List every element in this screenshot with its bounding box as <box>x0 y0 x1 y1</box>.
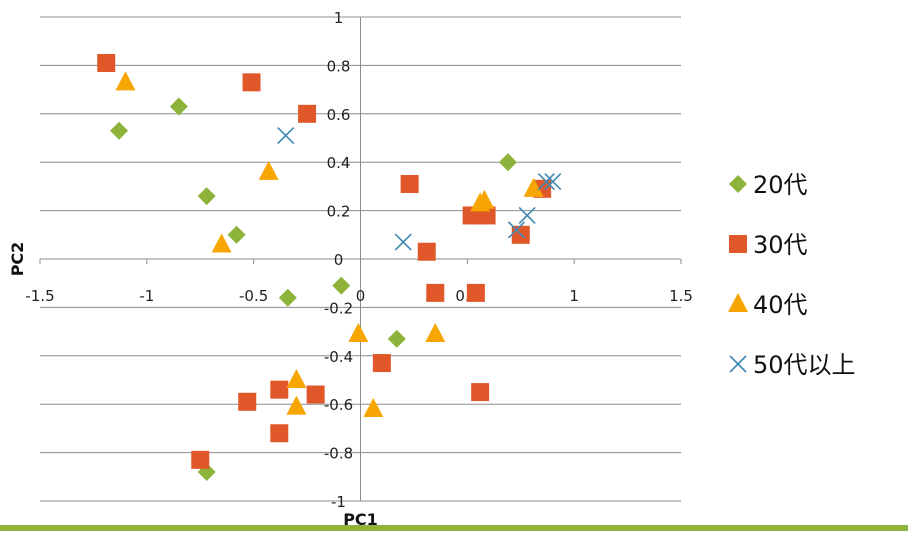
point-diamond <box>278 288 297 307</box>
x-tick-label: 1.5 <box>669 287 693 305</box>
point-square <box>191 450 210 469</box>
point-square <box>417 242 436 261</box>
point-diamond <box>110 121 129 140</box>
point-x <box>544 172 562 191</box>
point-x <box>507 221 526 239</box>
point-x <box>394 233 412 251</box>
point-square <box>466 283 485 302</box>
point-x <box>537 172 555 191</box>
point-diamond <box>332 276 351 295</box>
y-tick-label: -0.4 <box>324 348 353 366</box>
point-diamond <box>169 97 188 116</box>
point-diamond <box>387 329 406 348</box>
point-triangle <box>211 233 232 253</box>
y-tick-label: 0.2 <box>327 203 351 221</box>
legend-label: 30代 <box>753 231 808 259</box>
point-diamond <box>227 225 246 244</box>
bottom-accent-bar <box>0 525 908 531</box>
legend-label: 20代 <box>753 171 808 199</box>
y-tick-label: 0.8 <box>327 57 351 75</box>
point-triangle <box>258 160 279 180</box>
y-tick-label: 1 <box>334 9 344 27</box>
y-tick-label: 0.4 <box>327 154 351 172</box>
x-tick-label: 1 <box>569 287 579 305</box>
point-triangle <box>474 189 495 209</box>
point-triangle <box>286 395 307 415</box>
legend-marker-square <box>729 235 747 253</box>
point-triangle <box>115 71 136 91</box>
point-triangle <box>363 398 384 418</box>
y-axis-title: PC2 <box>8 242 27 277</box>
point-square <box>298 104 317 123</box>
point-square <box>400 174 419 193</box>
point-triangle <box>286 369 307 388</box>
legend-item: 50代以上 <box>729 351 856 379</box>
point-square <box>270 424 289 443</box>
y-tick-label: -0.6 <box>324 396 353 414</box>
legend-marker-diamond <box>729 175 747 193</box>
x-tick-label: -0.5 <box>239 287 268 305</box>
tick-labels: -1-0.8-0.6-0.4-0.200.20.40.60.81-1.5 -1 -0… <box>25 9 693 511</box>
y-tick-label: 0.6 <box>327 106 351 124</box>
axes <box>39 17 682 501</box>
point-triangle <box>523 177 544 197</box>
y-tick-label: -0.2 <box>324 299 353 317</box>
point-triangle <box>348 323 369 343</box>
x-tick-label: -1.5 <box>25 287 54 305</box>
point-diamond <box>498 153 517 172</box>
point-square <box>471 383 490 402</box>
point-diamond <box>197 187 216 206</box>
point-square <box>242 73 261 92</box>
point-square <box>238 392 257 411</box>
x-tick-label: 0 <box>356 287 366 305</box>
legend: 20代 30代 40代 50代以上 <box>728 171 856 379</box>
point-square <box>426 283 445 302</box>
legend-label: 40代 <box>753 291 808 319</box>
point-square <box>372 354 391 373</box>
point-x <box>277 127 295 145</box>
legend-item: 40代 <box>728 291 808 319</box>
x-tick-label: -1 <box>139 287 154 305</box>
point-x <box>518 206 536 225</box>
point-square <box>270 380 289 399</box>
legend-marker-x <box>729 355 747 373</box>
data-points <box>97 53 562 481</box>
y-tick-label: -0.8 <box>324 445 353 463</box>
point-triangle <box>425 323 446 343</box>
point-square <box>306 385 325 404</box>
x-axis-title: PC1 <box>343 510 378 529</box>
legend-item: 20代 <box>729 171 808 199</box>
legend-marker-triangle <box>728 293 748 312</box>
legend-item: 30代 <box>729 231 808 259</box>
y-tick-label: -1 <box>331 493 346 511</box>
y-tick-label: 0 <box>334 251 344 269</box>
legend-label: 50代以上 <box>753 351 856 379</box>
point-square <box>97 53 116 72</box>
